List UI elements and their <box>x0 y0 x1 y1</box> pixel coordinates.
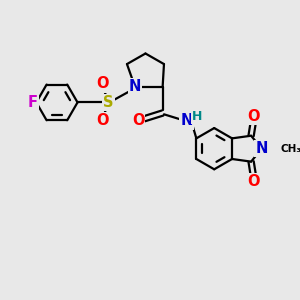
Text: O: O <box>96 113 109 128</box>
Text: H: H <box>192 110 203 123</box>
Text: S: S <box>103 95 114 110</box>
Text: N: N <box>256 141 268 156</box>
Text: N: N <box>180 113 193 128</box>
Text: F: F <box>28 95 38 110</box>
Text: methyl: methyl <box>282 147 287 148</box>
Text: CH₃: CH₃ <box>280 144 300 154</box>
Text: O: O <box>96 76 109 92</box>
Text: O: O <box>248 174 260 189</box>
Text: N: N <box>129 79 141 94</box>
Text: O: O <box>248 109 260 124</box>
Text: O: O <box>132 113 144 128</box>
